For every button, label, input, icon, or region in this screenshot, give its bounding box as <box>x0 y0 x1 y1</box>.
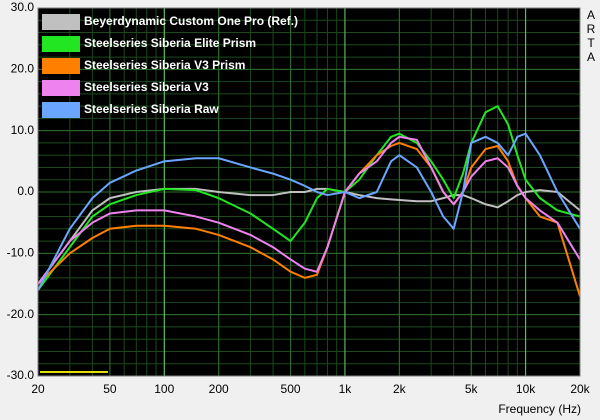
legend-label: Steelseries Siberia V3 Prism <box>84 58 245 72</box>
plot-border <box>37 7 581 377</box>
x-tick-label: 10k <box>516 382 536 396</box>
x-tick-label: 200 <box>209 382 229 396</box>
response-curve <box>38 141 580 297</box>
x-tick-label: 20 <box>31 382 45 396</box>
x-tick-label: 5k <box>465 382 479 396</box>
legend-label: Steelseries Siberia Raw <box>84 102 219 116</box>
x-tick-label: 500 <box>281 382 301 396</box>
y-tick-label: 20.0 <box>11 62 35 76</box>
x-tick-label: 20k <box>570 382 590 396</box>
legend-label: Steelseries Siberia Elite Prism <box>84 36 256 50</box>
y-tick-label: -10.0 <box>7 246 35 260</box>
response-curve <box>38 135 580 285</box>
curves <box>38 105 580 297</box>
watermark: ARTA <box>586 8 596 64</box>
legend-swatch <box>42 58 80 74</box>
x-tick-label: 50 <box>103 382 117 396</box>
response-curve <box>38 132 580 291</box>
y-tick-label: -20.0 <box>7 307 35 321</box>
y-tick-label: 10.0 <box>11 123 35 137</box>
y-tick-label: -30.0 <box>7 368 35 382</box>
legend-swatch <box>42 36 80 52</box>
legend-swatch <box>42 102 80 118</box>
legend-swatch <box>42 14 80 30</box>
x-axis-label: Frequency (Hz) <box>498 402 581 416</box>
x-tick-label: 2k <box>393 382 407 396</box>
x-tick-label: 100 <box>154 382 174 396</box>
legend-label: Beyerdynamic Custom One Pro (Ref.) <box>84 14 298 28</box>
legend-label: Steelseries Siberia V3 <box>84 80 209 94</box>
y-tick-label: 0.0 <box>17 184 34 198</box>
y-tick-label: 30.0 <box>11 0 35 14</box>
x-tick-label: 1k <box>339 382 353 396</box>
legend: Beyerdynamic Custom One Pro (Ref.) Steels… <box>42 14 298 118</box>
legend-swatch <box>42 80 80 96</box>
